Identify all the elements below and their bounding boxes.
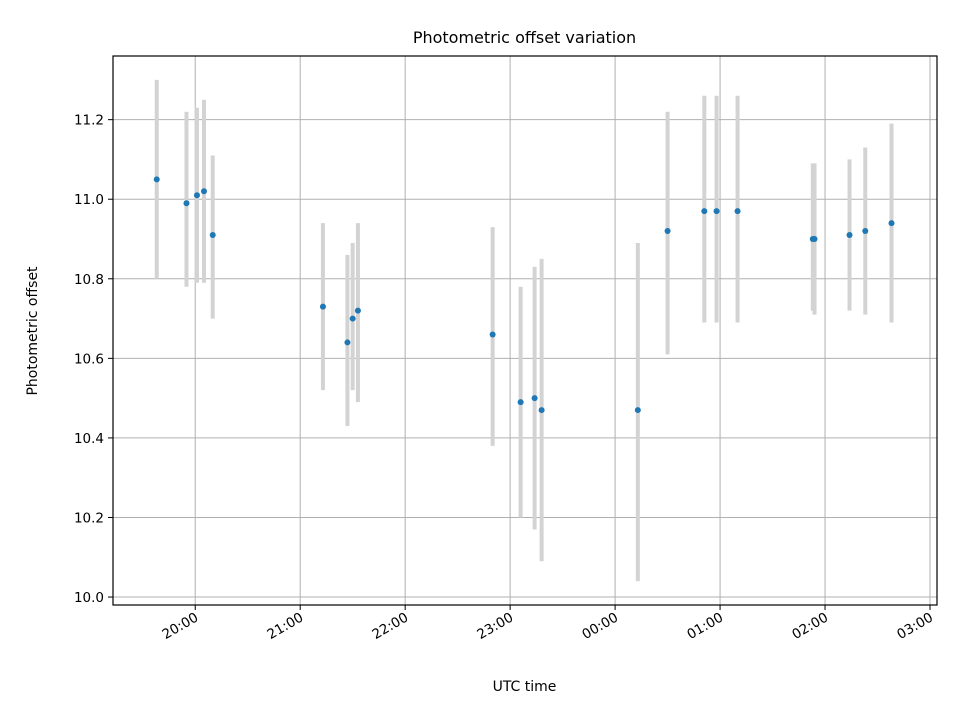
x-tick-label: 01:00 bbox=[684, 610, 726, 643]
x-tick-label: 22:00 bbox=[369, 610, 411, 643]
data-point bbox=[193, 192, 200, 199]
data-point bbox=[734, 208, 741, 215]
data-point bbox=[846, 232, 853, 239]
data-point bbox=[701, 208, 708, 215]
y-tick-label: 10.0 bbox=[74, 590, 104, 606]
data-point bbox=[634, 407, 641, 414]
x-tick-label: 21:00 bbox=[264, 610, 306, 643]
data-points bbox=[153, 176, 895, 414]
y-axis-label: Photometric offset bbox=[25, 266, 41, 396]
y-tick-label: 10.4 bbox=[74, 431, 104, 447]
data-point bbox=[489, 331, 496, 338]
data-point bbox=[664, 228, 671, 235]
x-axis-label: UTC time bbox=[493, 679, 557, 695]
data-point bbox=[183, 200, 190, 207]
error-bars bbox=[154, 79, 894, 582]
data-point bbox=[811, 236, 818, 242]
y-tick-label: 11.2 bbox=[74, 113, 104, 129]
x-tick-label: 00:00 bbox=[579, 610, 621, 643]
data-point bbox=[517, 399, 524, 406]
y-tick-label: 10.2 bbox=[74, 510, 104, 526]
data-point bbox=[538, 407, 545, 414]
data-point bbox=[349, 315, 356, 322]
data-point bbox=[531, 395, 538, 402]
x-tick-label: 03:00 bbox=[894, 610, 936, 643]
y-tick-label: 11.0 bbox=[74, 192, 104, 208]
data-point bbox=[862, 228, 869, 235]
plot-frame bbox=[112, 55, 938, 606]
data-point bbox=[344, 339, 351, 346]
chart-title: Photometric offset variation bbox=[413, 28, 636, 47]
data-point bbox=[713, 208, 720, 215]
data-point bbox=[888, 220, 895, 227]
grid bbox=[113, 56, 937, 605]
data-point bbox=[153, 176, 160, 183]
x-tick-label: 23:00 bbox=[474, 610, 516, 643]
data-point bbox=[354, 307, 361, 314]
data-point bbox=[209, 232, 216, 239]
x-tick-label: 20:00 bbox=[160, 610, 202, 643]
y-tick-label: 10.8 bbox=[74, 272, 104, 288]
data-point bbox=[319, 303, 326, 310]
data-point bbox=[200, 188, 207, 195]
y-tick-label: 10.6 bbox=[74, 351, 104, 367]
x-tick-label: 02:00 bbox=[789, 610, 831, 643]
